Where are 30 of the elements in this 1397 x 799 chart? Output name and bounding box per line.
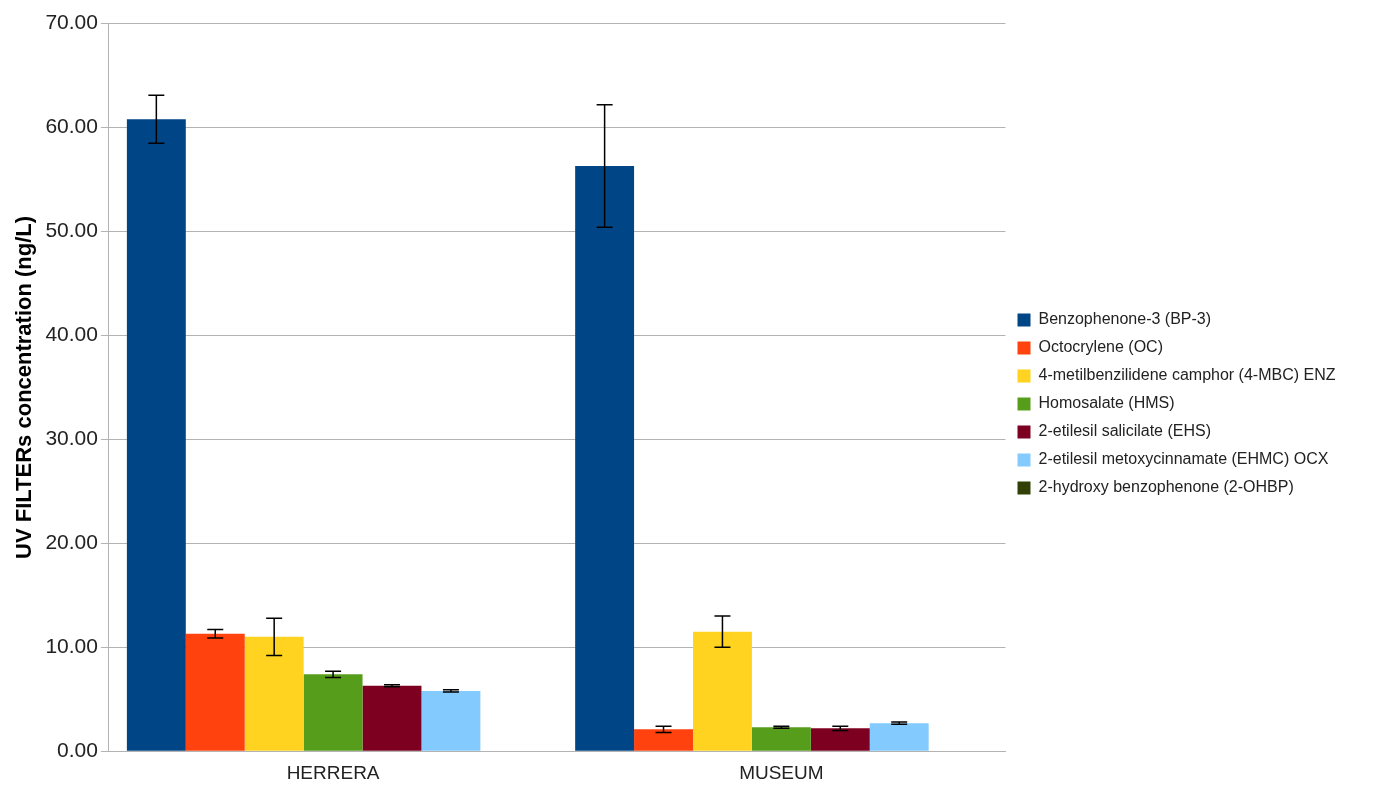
y-tick-label: 0.00 — [57, 738, 98, 761]
bar — [869, 723, 929, 751]
y-tick-label: 60.00 — [45, 114, 98, 138]
bar — [575, 166, 635, 751]
legend-label: 2-etilesil metoxycinnamate (EHMC) OCX — [1038, 450, 1329, 468]
y-tick-label: 70.00 — [45, 10, 98, 34]
y-tick-label: 50.00 — [45, 218, 98, 242]
y-tick-label: 30.00 — [45, 426, 98, 450]
y-tick-label: 40.00 — [45, 322, 98, 346]
y-tick-label: 20.00 — [45, 530, 98, 554]
bar — [303, 674, 363, 751]
y-axis-title: UV FILTERs concentration (ng/L) — [11, 215, 37, 559]
bar — [810, 728, 870, 751]
bar — [692, 631, 752, 751]
legend-label: 4-metilbenzilidene camphor (4-MBC) ENZ — [1038, 366, 1336, 384]
bar — [126, 119, 186, 751]
legend-label: 2-hydroxy benzophenone (2-OHBP) — [1038, 478, 1294, 496]
x-tick-label: MUSEUM — [739, 761, 824, 783]
bar — [244, 636, 304, 751]
bar — [362, 685, 422, 751]
bar — [751, 727, 811, 751]
legend-label: 2-etilesil salicilate (EHS) — [1038, 422, 1211, 440]
bar — [421, 690, 481, 751]
bar — [185, 633, 245, 751]
legend-label: Octocrylene (OC) — [1038, 338, 1163, 356]
x-tick-label: HERRERA — [286, 761, 380, 783]
y-tick-label: 10.00 — [45, 634, 98, 658]
bar — [634, 729, 693, 751]
legend-label: Benzophenone-3 (BP-3) — [1038, 310, 1212, 328]
legend-label: Homosalate (HMS) — [1038, 394, 1175, 412]
